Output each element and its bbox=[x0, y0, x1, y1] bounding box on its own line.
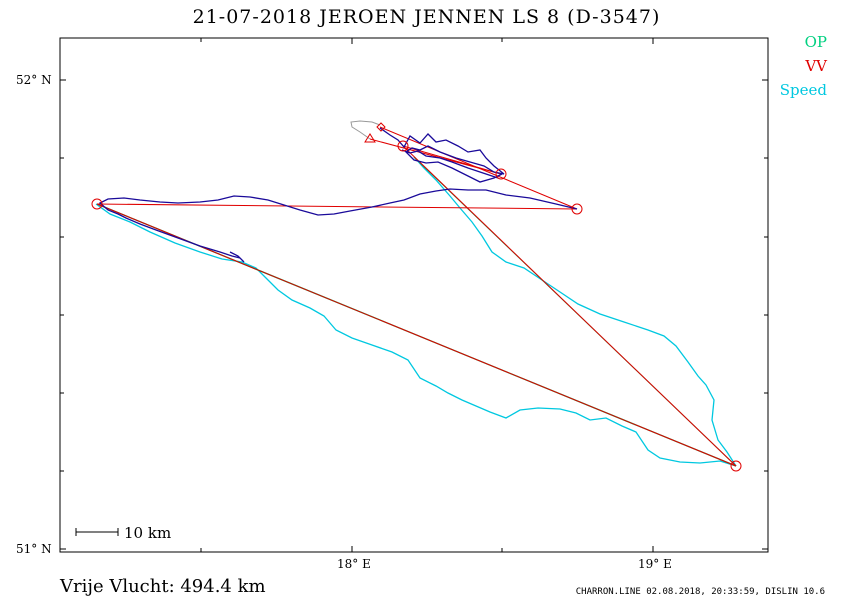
x-tick-18e: 18° E bbox=[337, 557, 371, 571]
flight-track bbox=[98, 127, 578, 263]
scale-bar bbox=[75, 528, 119, 536]
legend-vv: VV bbox=[805, 57, 827, 75]
plot-border bbox=[59, 37, 769, 553]
y-tick-51n: 51° N bbox=[16, 542, 52, 556]
scale-bar-label: 10 km bbox=[124, 524, 171, 542]
takeoff-track bbox=[350, 120, 381, 140]
tick-marks bbox=[60, 38, 768, 552]
free-flight-distance: Vrije Vlucht: 494.4 km bbox=[60, 576, 266, 597]
software-credit: CHARRON.LINE 02.08.2018, 20:33:59, DISLI… bbox=[575, 587, 825, 597]
turnpoint-markers bbox=[91, 122, 742, 472]
chart-title: 21-07-2018 JEROEN JENNEN LS 8 (D-3547) bbox=[192, 6, 661, 28]
x-tick-19e: 19° E bbox=[638, 557, 672, 571]
vv-route bbox=[96, 126, 737, 467]
legend-op: OP bbox=[804, 33, 827, 51]
legend-speed: Speed bbox=[779, 81, 827, 99]
y-tick-52n: 52° N bbox=[16, 73, 52, 87]
speed-track bbox=[95, 156, 737, 467]
